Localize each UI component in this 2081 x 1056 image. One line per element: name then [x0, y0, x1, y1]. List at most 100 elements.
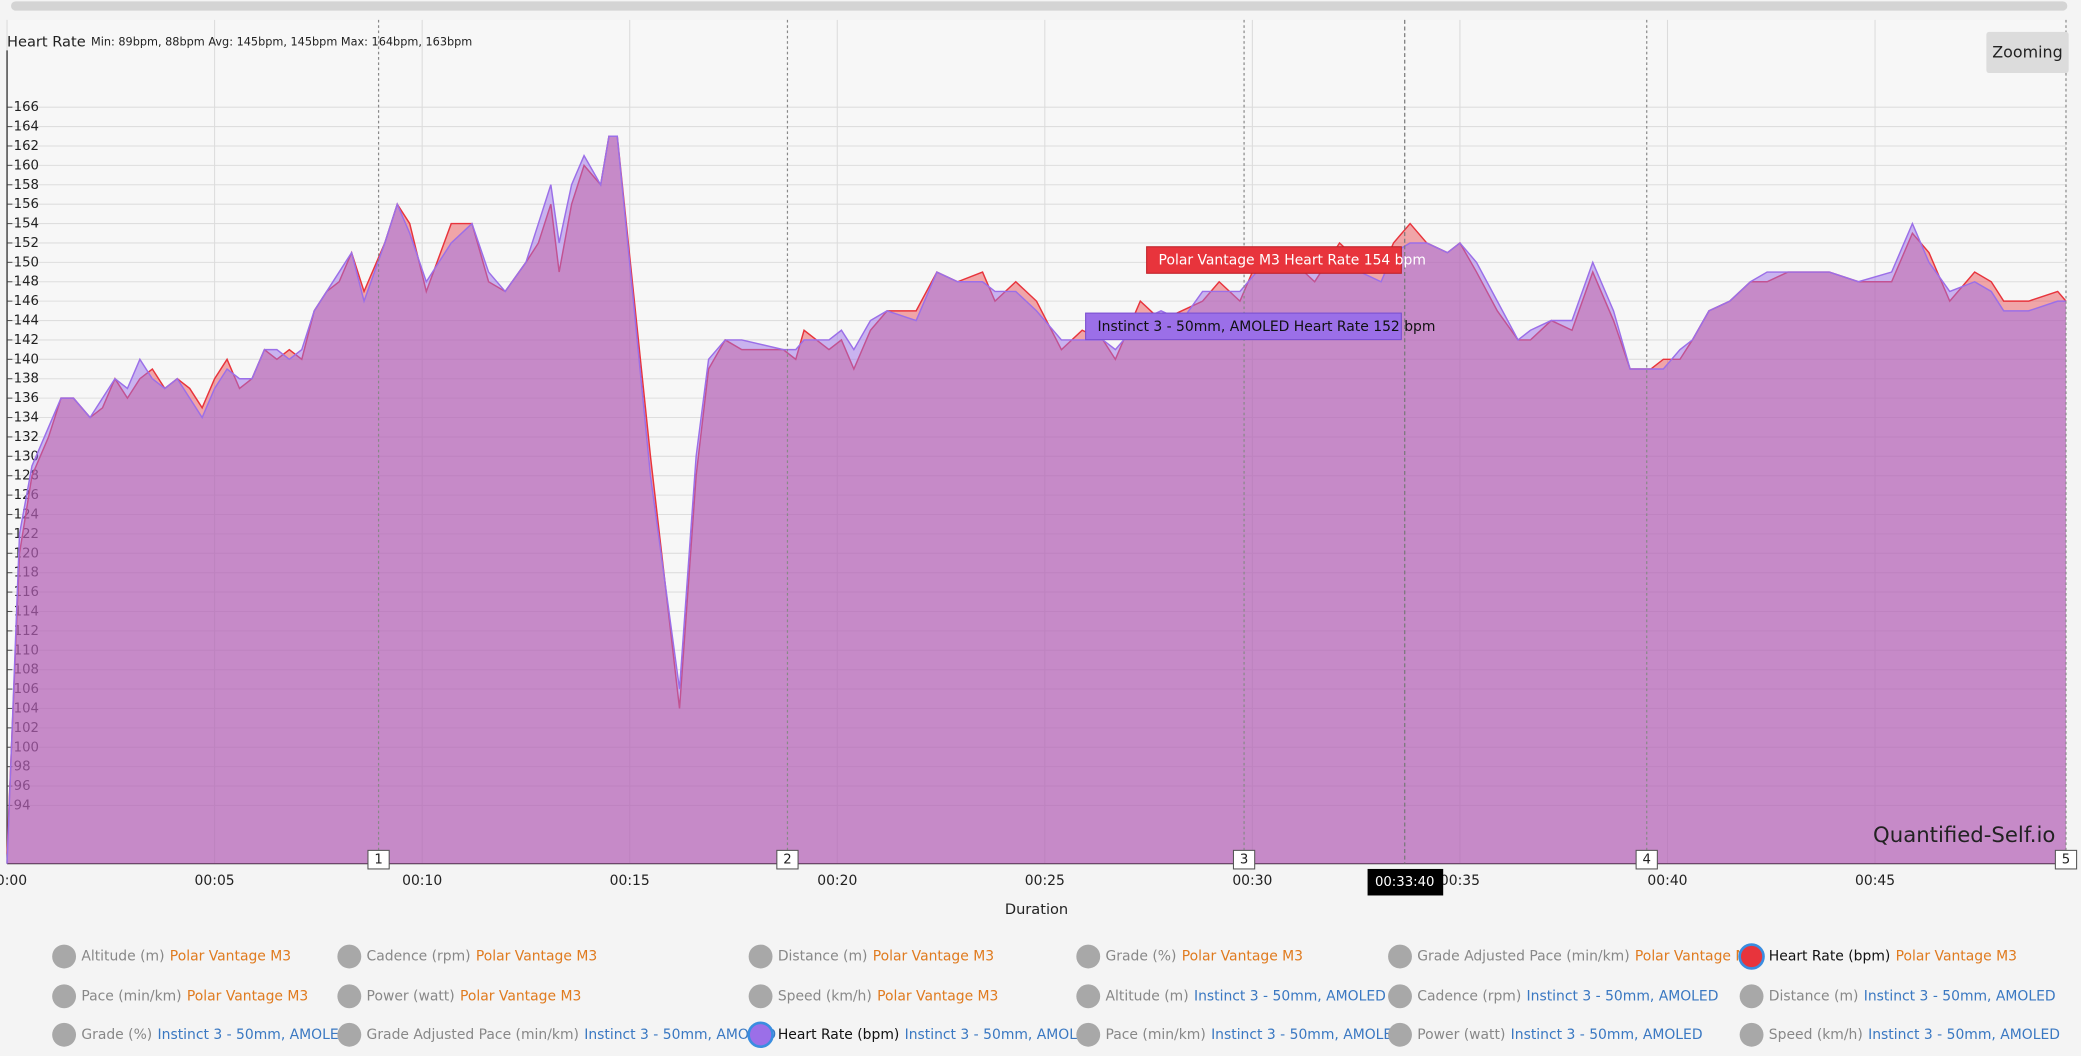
legend-icon[interactable] — [337, 944, 362, 969]
y-tick-label: 146 — [14, 294, 39, 309]
legend-metric: Altitude (m) — [1106, 988, 1189, 1004]
legend-entry[interactable]: Speed (km/h) Instinct 3 - 50mm, AMOLED — [1769, 1027, 2060, 1043]
legend-entry[interactable]: Grade Adjusted Pace (min/km) Polar Vantag… — [1417, 949, 1756, 965]
legend-device: Instinct 3 - 50mm, AMOLED — [158, 1027, 350, 1043]
legend-metric: Pace (min/km) — [1106, 1027, 1206, 1043]
legend-device: Polar Vantage M3 — [1896, 949, 2017, 965]
legend-icon[interactable] — [1388, 944, 1412, 969]
chart-title: Heart Rate Min: 89bpm, 88bpm Avg: 145bpm,… — [7, 33, 472, 50]
legend-icon[interactable] — [1739, 984, 1764, 1009]
scrollbar[interactable] — [11, 1, 2068, 11]
legend-entry[interactable]: Cadence (rpm) Instinct 3 - 50mm, AMOLED — [1417, 988, 1718, 1004]
y-tick-label: 136 — [14, 391, 39, 406]
legend-metric: Distance (m) — [778, 949, 868, 965]
cursor-label: 00:33:40 — [1375, 875, 1435, 890]
legend-icon[interactable] — [337, 1022, 362, 1047]
y-tick-label: 156 — [14, 197, 39, 212]
legend-device: Polar Vantage M3 — [1635, 949, 1756, 965]
legend-device: Instinct 3 - 50mm, AMOLED — [1864, 988, 2056, 1004]
y-tick-label: 130 — [14, 449, 39, 464]
lap-marker[interactable] — [1232, 849, 1256, 870]
legend-metric: Power (watt) — [1417, 1027, 1505, 1043]
legend-icon[interactable] — [748, 944, 773, 969]
legend-device: Polar Vantage M3 — [877, 988, 998, 1004]
tooltip-text: Polar Vantage M3 Heart Rate 154 bpm — [1159, 253, 1426, 269]
x-axis-label: Duration — [1005, 901, 1068, 918]
legend-device: Instinct 3 - 50mm, AMOLED — [1194, 988, 1386, 1004]
legend-icon[interactable] — [1076, 984, 1101, 1009]
legend-entry[interactable]: Power (watt) Instinct 3 - 50mm, AMOLED — [1417, 1027, 1702, 1043]
x-tick-label: 00:40 — [1647, 873, 1687, 889]
y-tick-label: 142 — [14, 333, 39, 348]
tooltip-box — [1146, 246, 1402, 274]
legend-icon[interactable] — [52, 1022, 77, 1047]
area-line — [6, 135, 2066, 864]
legend-device: Instinct 3 - 50mm, AMOLED — [1527, 988, 1719, 1004]
legend-entry[interactable]: Distance (m) Polar Vantage M3 — [778, 949, 994, 965]
y-tick-label: 138 — [14, 372, 39, 387]
legend-icon[interactable] — [1076, 944, 1101, 969]
legend-icon[interactable] — [1738, 943, 1765, 970]
lap-marker[interactable] — [2054, 849, 2078, 870]
legend-icon[interactable] — [748, 984, 773, 1009]
legend-entry[interactable]: Altitude (m) Instinct 3 - 50mm, AMOLED — [1106, 988, 1386, 1004]
legend-device: Instinct 3 - 50mm, AMOLED — [905, 1027, 1097, 1043]
x-tick-label: 00:05 — [195, 873, 235, 889]
lap-label: 3 — [1240, 853, 1248, 868]
legend-entry[interactable]: Heart Rate (bpm) Instinct 3 - 50mm, AMOLE… — [778, 1027, 1097, 1043]
legend-entry[interactable]: Grade (%) Instinct 3 - 50mm, AMOLED — [81, 1027, 349, 1043]
legend-entry[interactable]: Grade Adjusted Pace (min/km) Instinct 3 -… — [367, 1027, 777, 1043]
legend-entry[interactable]: Heart Rate (bpm) Polar Vantage M3 — [1769, 949, 2017, 965]
legend-icon[interactable] — [52, 944, 77, 969]
legend-icon[interactable] — [337, 984, 362, 1009]
y-tick-label: 154 — [14, 217, 39, 232]
legend-icon[interactable] — [747, 1021, 774, 1049]
y-tick-label: 132 — [14, 430, 39, 445]
legend-metric: Speed (km/h) — [1769, 1027, 1863, 1043]
legend-entry[interactable]: Power (watt) Polar Vantage M3 — [367, 988, 582, 1004]
zoom-button[interactable] — [1986, 31, 2069, 73]
legend-metric: Grade (%) — [1106, 949, 1177, 965]
legend-icon[interactable] — [1076, 1022, 1101, 1047]
legend-metric: Heart Rate (bpm) — [778, 1027, 899, 1043]
lap-marker[interactable] — [367, 849, 390, 870]
legend-icon[interactable] — [1388, 984, 1412, 1009]
legend-entry[interactable]: Distance (m) Instinct 3 - 50mm, AMOLED — [1769, 988, 2056, 1004]
legend-metric: Distance (m) — [1769, 988, 1859, 1004]
y-tick-label: 160 — [14, 158, 39, 173]
y-tick-label: 150 — [14, 255, 39, 270]
y-tick-label: 140 — [14, 352, 39, 367]
x-tick-label: 00:25 — [1025, 873, 1065, 889]
watermark: Quantified-Self.io — [1873, 823, 2055, 848]
legend-metric: Grade Adjusted Pace (min/km) — [1417, 949, 1629, 965]
lap-marker[interactable] — [776, 849, 799, 870]
zoom-label[interactable]: Zooming — [1992, 43, 2062, 62]
lap-marker[interactable] — [1635, 849, 1658, 870]
legend-entry[interactable]: Altitude (m) Polar Vantage M3 — [81, 949, 291, 965]
legend-metric: Pace (min/km) — [81, 988, 181, 1004]
legend-device: Polar Vantage M3 — [460, 988, 581, 1004]
legend-entry[interactable]: Pace (min/km) Polar Vantage M3 — [81, 988, 308, 1004]
legend-icon[interactable] — [52, 984, 77, 1009]
legend-entry[interactable]: Pace (min/km) Instinct 3 - 50mm, AMOLED — [1106, 1027, 1403, 1043]
x-tick-label: 00:00 — [0, 873, 27, 889]
x-tick-label: 00:10 — [402, 873, 442, 889]
x-tick-label: 00:35 — [1440, 873, 1480, 889]
y-tick-label: 158 — [14, 178, 39, 193]
lap-label: 1 — [374, 853, 382, 868]
legend-icon[interactable] — [1388, 1022, 1412, 1047]
x-tick-label: 00:15 — [610, 873, 650, 889]
x-tick-label: 00:45 — [1855, 873, 1895, 889]
legend-device: Polar Vantage M3 — [873, 949, 994, 965]
tooltip-box — [1085, 312, 1402, 341]
legend-device: Instinct 3 - 50mm, AMOLED — [1511, 1027, 1703, 1043]
y-tick-label: 164 — [14, 120, 39, 135]
legend-entry[interactable]: Grade (%) Polar Vantage M3 — [1106, 949, 1304, 965]
legend-entry[interactable]: Cadence (rpm) Polar Vantage M3 — [367, 949, 598, 965]
legend-icon[interactable] — [1739, 1022, 1764, 1047]
legend-metric: Heart Rate (bpm) — [1769, 949, 1890, 965]
legend-entry[interactable]: Speed (km/h) Polar Vantage M3 — [778, 988, 999, 1004]
legend-device: Polar Vantage M3 — [476, 949, 597, 965]
lap-label: 2 — [783, 853, 791, 868]
cursor-box — [1367, 868, 1444, 896]
